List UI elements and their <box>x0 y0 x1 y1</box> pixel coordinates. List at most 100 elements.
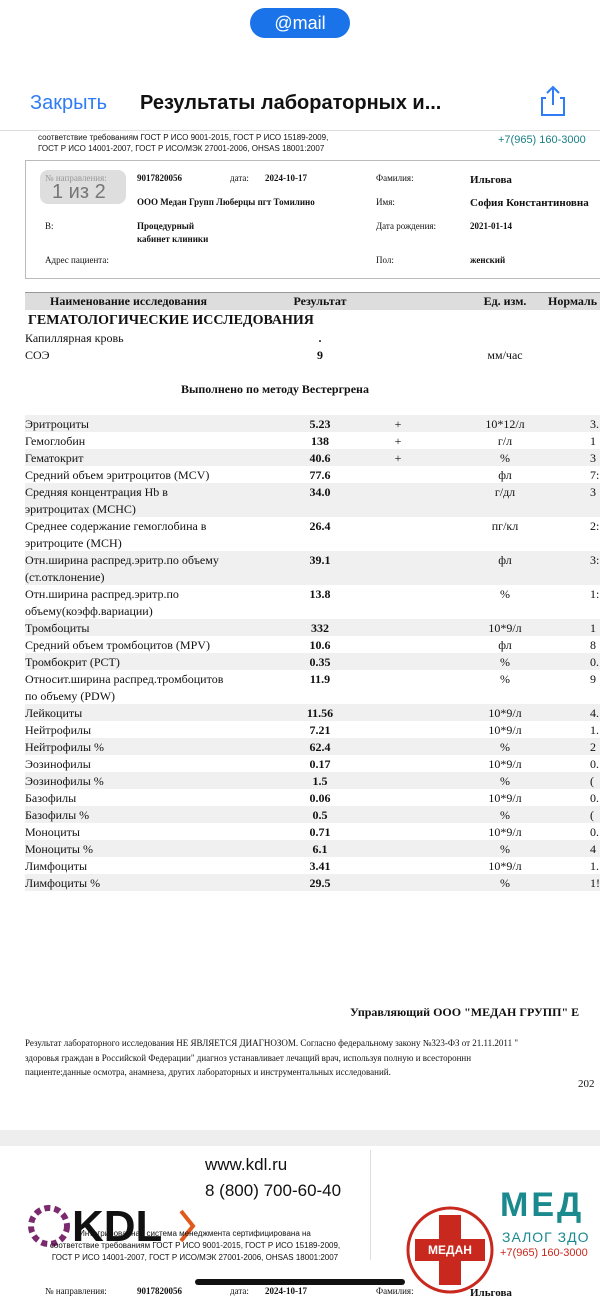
label: дата: <box>230 1286 249 1296</box>
test-flag: + <box>394 417 402 431</box>
close-button[interactable]: Закрыть <box>30 92 108 114</box>
test-name: Моноциты <box>25 825 80 839</box>
test-name: Базофилы <box>25 791 77 805</box>
test-name: Нейтрофилы % <box>25 740 105 754</box>
test-name: Лейкоциты <box>25 706 83 720</box>
test-result: 1.5 <box>312 774 328 788</box>
test-name: Гемоглобин <box>25 434 86 448</box>
test-unit: фл <box>498 638 512 652</box>
medan-cross <box>406 1206 494 1294</box>
test-name: Отн.ширина распред.эритр.по объему <box>25 553 219 567</box>
brand: МЕД <box>500 1186 585 1224</box>
test-unit: % <box>500 808 510 822</box>
header-band <box>25 292 600 310</box>
test-name: Относит.ширина распред.тромбоцитов <box>25 672 224 686</box>
row-band <box>25 619 600 636</box>
badge-pill[interactable] <box>250 8 350 38</box>
row-band <box>25 772 600 789</box>
home-indicator <box>195 1279 405 1285</box>
row-band <box>25 789 600 806</box>
test-unit: 10*9/л <box>488 859 522 873</box>
value: 9017820056 <box>137 173 182 183</box>
test-name: Эозинофилы <box>25 757 91 771</box>
row-band <box>25 874 600 891</box>
test-norm: 2 <box>590 740 596 754</box>
date: 202 <box>578 1078 595 1090</box>
column-header: Нормаль <box>548 294 598 308</box>
row-band <box>25 415 600 432</box>
row-band <box>25 670 600 704</box>
test-result: 138 <box>311 434 329 448</box>
test-result: 332 <box>311 621 329 635</box>
logo: KDL <box>72 1202 163 1251</box>
site: www.kdl.ru <box>205 1155 288 1174</box>
test-unit: 10*9/л <box>488 706 522 720</box>
test-name: эритроцитах (MCHC) <box>25 502 136 516</box>
test-result: 0.35 <box>309 655 331 669</box>
test-result: 3.41 <box>309 859 331 873</box>
row-band <box>25 517 600 551</box>
label: дата: <box>230 173 249 183</box>
value: 2024-10-17 <box>265 1286 307 1296</box>
test-result: 62.4 <box>309 740 331 754</box>
test-norm: 1 <box>590 621 596 635</box>
slogan: ЗАЛОГ ЗДО <box>502 1229 590 1245</box>
row-band <box>25 449 600 466</box>
test-norm: 0. <box>590 791 599 805</box>
signature: Управляющий ООО "МЕДАН ГРУПП" Е <box>350 1005 580 1019</box>
test-name: Среднее содержание гемоглобина в <box>25 519 207 533</box>
value: 2021-01-14 <box>470 221 512 231</box>
test-result: 0.71 <box>309 825 331 839</box>
test-unit: г/л <box>497 434 513 448</box>
label: Пол: <box>376 255 394 265</box>
row-band <box>25 551 600 585</box>
test-unit: % <box>500 740 510 754</box>
cert-line: Интегрированная система менеджмента серт… <box>79 1229 311 1238</box>
test-unit: 10*9/л <box>488 791 522 805</box>
test-result: 9 <box>317 348 323 362</box>
row-band <box>25 840 600 857</box>
test-result: 77.6 <box>309 468 331 482</box>
test-result: 11.56 <box>306 706 334 720</box>
disclaimer: пациенте:данные осмотра, анамнеза, други… <box>25 1067 391 1077</box>
cert-line: ГОСТ Р ИСО 14001-2007, ГОСТ Р ИСО/МЭК 27… <box>38 144 325 153</box>
test-name: по объему (PDW) <box>25 689 116 703</box>
test-unit: % <box>500 451 510 465</box>
test-result: 6.1 <box>312 842 328 856</box>
test-norm: 3: <box>590 553 600 567</box>
test-unit: фл <box>498 553 512 567</box>
test-norm: 2: <box>590 519 600 533</box>
row-band <box>25 755 600 772</box>
label: № направления: <box>45 1286 107 1296</box>
test-name: СОЭ <box>25 348 50 362</box>
test-norm: ( <box>590 808 594 822</box>
row-band <box>25 636 600 653</box>
label: Дата рождения: <box>376 221 437 231</box>
value: Ильгова <box>470 1287 512 1297</box>
test-name: Тромбоциты <box>25 621 90 635</box>
row-band <box>25 653 600 670</box>
row-band <box>25 823 600 840</box>
badge[interactable]: @mail <box>274 13 326 33</box>
test-result: . <box>318 331 322 345</box>
test-name: Средний объем эритроцитов (MCV) <box>25 468 210 482</box>
section-title: ГЕМАТОЛОГИЧЕСКИЕ ИССЛЕДОВАНИЯ <box>28 313 314 328</box>
test-norm: 8 <box>590 638 596 652</box>
cross-text: МЕДАН <box>428 1243 472 1257</box>
test-result: 13.8 <box>309 587 331 601</box>
phone: +7(965) 160-3000 <box>500 1247 588 1259</box>
column-header: Результат <box>293 294 347 308</box>
test-unit: 10*9/л <box>488 825 522 839</box>
row-band <box>25 585 600 619</box>
cert-line: соответствие требованиям ГОСТ Р ИСО 9001… <box>38 133 329 142</box>
label: Фамилия: <box>376 173 414 183</box>
test-name: Нейтрофилы <box>25 723 92 737</box>
test-result: 40.6 <box>309 451 331 465</box>
test-norm: 9 <box>590 672 596 686</box>
share-button[interactable] <box>538 84 568 118</box>
kdl-icon <box>28 1205 70 1247</box>
test-flag: + <box>394 451 402 465</box>
hotline: 8 (800) 700-60-40 <box>205 1181 342 1200</box>
value: Процедурный <box>137 221 195 231</box>
